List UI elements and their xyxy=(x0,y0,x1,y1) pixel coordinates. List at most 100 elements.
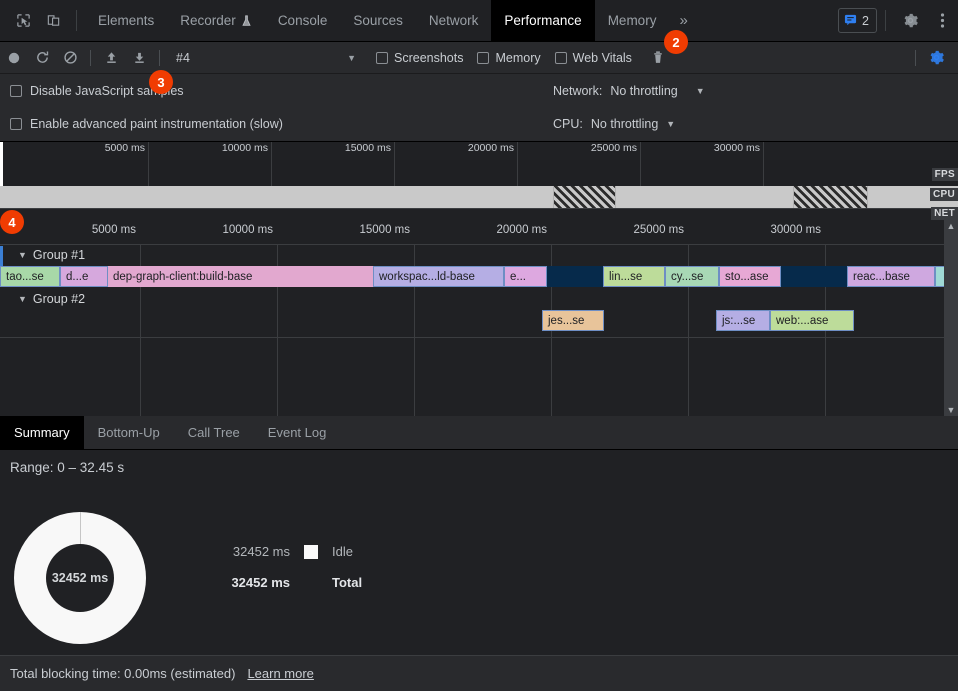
tab-bottom-up[interactable]: Bottom-Up xyxy=(84,416,174,449)
record-circle-icon[interactable] xyxy=(0,42,28,74)
toolbar-divider-3 xyxy=(915,49,916,66)
flame-bar[interactable]: jes...se xyxy=(542,310,604,331)
web-vitals-checkbox-box[interactable] xyxy=(554,51,567,64)
overview-gridline xyxy=(640,142,641,186)
issues-message-icon xyxy=(844,13,857,29)
inspect-cursor-icon[interactable] xyxy=(8,0,38,41)
group-2-collapse-arrow-icon[interactable]: ▼ xyxy=(18,294,27,304)
tab-call-tree[interactable]: Call Tree xyxy=(174,416,254,449)
tab-memory[interactable]: Memory xyxy=(595,0,670,41)
network-chevron-down-icon[interactable]: ▼ xyxy=(695,86,705,96)
overview-fps-band: FPS xyxy=(0,160,958,186)
flame-bar[interactable]: sto...ase xyxy=(719,266,781,287)
flame-gridline xyxy=(414,244,415,416)
tab-elements[interactable]: Elements xyxy=(85,0,167,41)
capture-settings-gear-icon[interactable] xyxy=(922,42,950,74)
checkbox-screenshots[interactable]: Screenshots xyxy=(376,51,463,65)
overview-gridline xyxy=(271,142,272,186)
flame-tick-label: 10000 ms xyxy=(222,224,273,236)
overview-window-left-handle[interactable] xyxy=(0,142,3,186)
load-profile-up-arrow-icon[interactable] xyxy=(97,42,125,74)
device-toggle-icon[interactable] xyxy=(38,0,68,41)
flame-bar[interactable]: web:...ase xyxy=(770,310,854,331)
trash-icon[interactable] xyxy=(644,42,672,74)
flame-bar[interactable]: e... xyxy=(504,266,547,287)
flame-bar[interactable] xyxy=(547,266,603,287)
learn-more-link[interactable]: Learn more xyxy=(247,666,314,681)
flame-divider-mid xyxy=(0,337,944,338)
checkbox-web-vitals[interactable]: Web Vitals xyxy=(554,51,632,65)
flame-bar[interactable]: workspac...ld-base xyxy=(373,266,504,287)
flame-bar[interactable] xyxy=(781,266,847,287)
tab-summary[interactable]: Summary xyxy=(0,416,84,449)
disable-js-samples-checkbox-box[interactable] xyxy=(10,85,22,97)
cpu-throttling-control[interactable]: CPU: No throttling ▼ xyxy=(553,117,675,131)
flask-icon xyxy=(241,14,252,27)
overview-ruler: 5000 ms 10000 ms 15000 ms 20000 ms 25000 ms 3… xyxy=(0,142,958,160)
save-profile-down-arrow-icon[interactable] xyxy=(125,42,153,74)
flame-group-1[interactable]: ▼ Group #1 xyxy=(18,248,85,262)
tab-console[interactable]: Console xyxy=(265,0,341,41)
overview-gridline xyxy=(148,142,149,186)
flame-bar[interactable]: d...e xyxy=(60,266,108,287)
screenshots-checkbox-box[interactable] xyxy=(376,51,388,64)
gear-icon[interactable] xyxy=(894,0,926,41)
flame-gridline xyxy=(277,244,278,416)
checkbox-memory[interactable]: Memory xyxy=(477,51,541,65)
flame-tick-label: 5000 ms xyxy=(91,224,136,236)
tab-overflow-chevrons-icon[interactable]: » xyxy=(669,0,697,41)
network-throttling-label: Network: xyxy=(553,84,603,98)
scroll-up-arrow-icon[interactable]: ▲ xyxy=(946,221,956,231)
legend-row-total: 32452 ms Total xyxy=(200,567,362,598)
flame-tick-label: 20000 ms xyxy=(496,224,547,236)
flame-bar[interactable]: js:...se xyxy=(716,310,770,331)
summary-donut-chart: 32452 ms xyxy=(14,512,146,644)
flame-chart[interactable]: 5000 ms 10000 ms 15000 ms 20000 ms 25000 ms 3… xyxy=(0,220,958,416)
tab-network[interactable]: Network xyxy=(416,0,492,41)
group-1-collapse-arrow-icon[interactable]: ▼ xyxy=(18,250,27,260)
overview-tick-label: 15000 ms xyxy=(344,142,391,154)
flame-bar[interactable]: tao...se xyxy=(0,266,60,287)
memory-checkbox-box[interactable] xyxy=(477,51,490,64)
cpu-busy-region xyxy=(553,186,616,208)
tab-event-log[interactable]: Event Log xyxy=(254,416,341,449)
flame-bar[interactable]: reac...base xyxy=(847,266,935,287)
network-throttling-value[interactable]: No throttling xyxy=(610,84,678,98)
cpu-chevron-down-icon[interactable]: ▼ xyxy=(666,119,676,129)
setting-advanced-paint[interactable]: Enable advanced paint instrumentation (s… xyxy=(10,117,283,131)
timeline-overview[interactable]: 5000 ms 10000 ms 15000 ms 20000 ms 25000 ms 3… xyxy=(0,142,958,220)
advanced-paint-checkbox-box[interactable] xyxy=(10,118,22,130)
tab-performance[interactable]: Performance xyxy=(491,0,595,41)
tabbar-divider-1 xyxy=(76,10,77,31)
legend-total-value: 32452 ms xyxy=(231,575,290,590)
tabbar-divider-2 xyxy=(885,10,886,31)
setting-disable-js-samples[interactable]: Disable JavaScript samples xyxy=(10,84,184,98)
issues-counter-button[interactable]: 2 xyxy=(838,8,877,33)
overview-gridline xyxy=(394,142,395,186)
tab-sources[interactable]: Sources xyxy=(340,0,416,41)
overview-gridline xyxy=(517,142,518,186)
summary-legend: 32452 ms Idle 32452 ms Total xyxy=(200,536,362,598)
flame-group-2[interactable]: ▼ Group #2 xyxy=(18,292,85,306)
tab-bottom-up-label: Bottom-Up xyxy=(97,425,160,440)
cpu-throttling-value[interactable]: No throttling xyxy=(590,117,659,131)
flame-bar[interactable]: dep-graph-client:build-base xyxy=(108,266,373,287)
tab-network-label: Network xyxy=(428,13,479,28)
legend-idle-name: Idle xyxy=(332,544,353,559)
scroll-down-arrow-icon[interactable]: ▼ xyxy=(946,405,956,415)
flame-tick-label: 15000 ms xyxy=(359,224,410,236)
flame-tick-label: 25000 ms xyxy=(633,224,684,236)
flame-bar[interactable]: lin...se xyxy=(603,266,665,287)
setting-advanced-paint-label: Enable advanced paint instrumentation (s… xyxy=(30,117,283,131)
total-blocking-time-text: Total blocking time: 0.00ms (estimated) xyxy=(10,666,236,681)
flame-chart-scrollbar[interactable]: ▲ ▼ xyxy=(944,220,958,416)
kebab-menu-icon[interactable] xyxy=(926,0,958,41)
flame-bar[interactable]: cy...se xyxy=(665,266,719,287)
profile-select[interactable]: #4 ▼ xyxy=(166,47,362,69)
capture-settings-pane: Disable JavaScript samples Enable advanc… xyxy=(0,74,958,142)
clear-prohibited-icon[interactable] xyxy=(56,42,84,74)
network-throttling-control[interactable]: Network: No throttling ▼ xyxy=(553,84,705,98)
tab-recorder[interactable]: Recorder xyxy=(167,0,265,41)
tab-overflow-label: » xyxy=(679,12,688,29)
reload-record-icon[interactable] xyxy=(28,42,56,74)
